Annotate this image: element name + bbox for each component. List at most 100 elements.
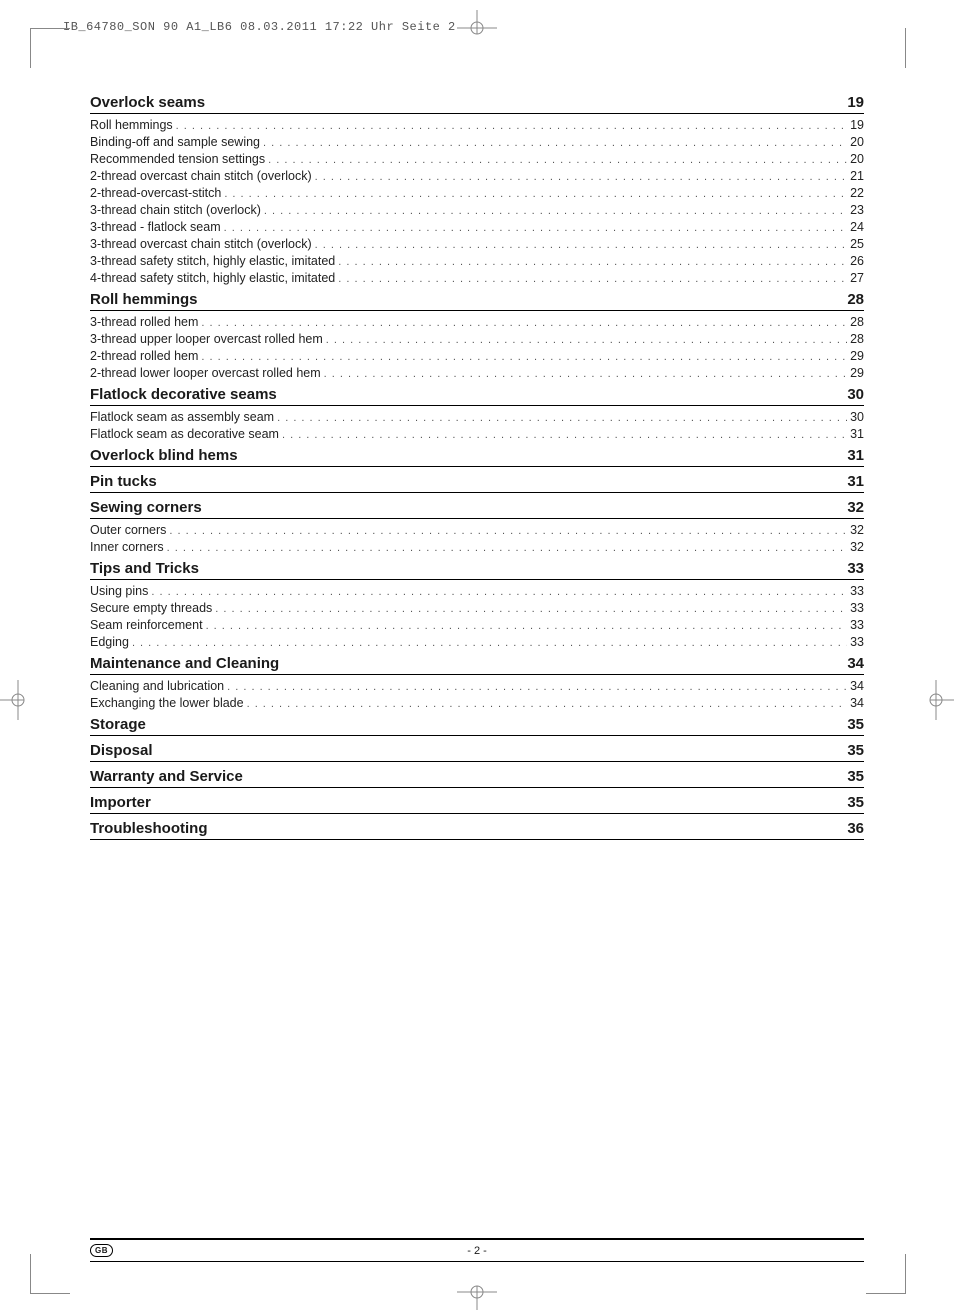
toc-section-heading: Troubleshooting36 xyxy=(90,820,864,840)
toc-entry-page: 30 xyxy=(850,410,864,424)
dot-leader xyxy=(268,152,847,166)
toc-entry-page: 21 xyxy=(850,169,864,183)
toc-entry-label: 4-thread safety stitch, highly elastic, … xyxy=(90,271,335,285)
toc-section: Flatlock decorative seams30Flatlock seam… xyxy=(90,386,864,441)
toc-section: Troubleshooting36 xyxy=(90,820,864,840)
toc-entry-label: Recommended tension settings xyxy=(90,152,265,166)
toc-section: Warranty and Service 35 xyxy=(90,768,864,788)
toc-section-page: 31 xyxy=(847,473,864,490)
toc-entry-page: 24 xyxy=(850,220,864,234)
page-number: - 2 - xyxy=(467,1245,487,1257)
toc-entry-page: 33 xyxy=(850,601,864,615)
toc-entry: 2-thread-overcast-stitch22 xyxy=(90,186,864,200)
toc-section-page: 35 xyxy=(847,716,864,733)
toc-entry-page: 20 xyxy=(850,135,864,149)
dot-leader xyxy=(224,186,847,200)
toc-entry: 3-thread safety stitch, highly elastic, … xyxy=(90,254,864,268)
toc-section-page: 36 xyxy=(847,820,864,837)
toc-entry: Using pins33 xyxy=(90,584,864,598)
dot-leader xyxy=(282,427,847,441)
page-header-meta: IB_64780_SON 90 A1_LB6 08.03.2011 17:22 … xyxy=(63,20,899,34)
toc-entry-label: 3-thread safety stitch, highly elastic, … xyxy=(90,254,335,268)
toc-section-title: Roll hemmings xyxy=(90,291,198,308)
toc-section-heading: Overlock blind hems31 xyxy=(90,447,864,467)
toc-entry: Flatlock seam as decorative seam 31 xyxy=(90,427,864,441)
language-badge: GB xyxy=(90,1244,113,1257)
toc-entry-page: 28 xyxy=(850,315,864,329)
toc-section-heading: Importer35 xyxy=(90,794,864,814)
toc-section-page: 34 xyxy=(847,655,864,672)
toc-section: Maintenance and Cleaning34Cleaning and l… xyxy=(90,655,864,710)
toc-entry-page: 34 xyxy=(850,696,864,710)
toc-entry: 2-thread overcast chain stitch (overlock… xyxy=(90,169,864,183)
toc-entry-label: Roll hemmings xyxy=(90,118,173,132)
toc-entry-label: 3-thread overcast chain stitch (overlock… xyxy=(90,237,312,251)
toc-entry-label: Binding-off and sample sewing xyxy=(90,135,260,149)
dot-leader xyxy=(169,523,847,537)
toc-section-title: Storage xyxy=(90,716,146,733)
toc-entry: Seam reinforcement33 xyxy=(90,618,864,632)
toc-entry-label: 3-thread upper looper overcast rolled he… xyxy=(90,332,323,346)
toc-entry-page: 20 xyxy=(850,152,864,166)
dot-leader xyxy=(151,584,847,598)
toc-entry-label: Secure empty threads xyxy=(90,601,212,615)
toc-entry: Edging33 xyxy=(90,635,864,649)
crop-mark-icon xyxy=(866,1254,906,1294)
toc-section-title: Overlock seams xyxy=(90,94,205,111)
toc-entry-label: Outer corners xyxy=(90,523,166,537)
toc-entry-label: Cleaning and lubrication xyxy=(90,679,224,693)
toc-entry-label: Inner corners xyxy=(90,540,164,554)
toc-entry-label: 2-thread rolled hem xyxy=(90,349,198,363)
dot-leader xyxy=(132,635,847,649)
toc-entry-label: Seam reinforcement xyxy=(90,618,203,632)
toc-section-title: Flatlock decorative seams xyxy=(90,386,277,403)
toc-entry-page: 31 xyxy=(850,427,864,441)
dot-leader xyxy=(263,135,847,149)
toc-entry: Outer corners 32 xyxy=(90,523,864,537)
toc-section-heading: Warranty and Service 35 xyxy=(90,768,864,788)
toc-section: Overlock seams19 Roll hemmings 19 Binding-o… xyxy=(90,94,864,285)
toc-entry: Secure empty threads 33 xyxy=(90,601,864,615)
dot-leader xyxy=(247,696,848,710)
dot-leader xyxy=(176,118,847,132)
toc-entry-page: 32 xyxy=(850,523,864,537)
toc-entry-label: Flatlock seam as decorative seam xyxy=(90,427,279,441)
dot-leader xyxy=(201,349,847,363)
toc-entry: Binding-off and sample sewing 20 xyxy=(90,135,864,149)
toc-entry: 3-thread - flatlock seam24 xyxy=(90,220,864,234)
toc-section-page: 33 xyxy=(847,560,864,577)
toc-entry-page: 19 xyxy=(850,118,864,132)
toc-section-page: 28 xyxy=(847,291,864,308)
toc-entry: Cleaning and lubrication34 xyxy=(90,679,864,693)
dot-leader xyxy=(206,618,848,632)
registration-mark-right-icon xyxy=(924,670,954,730)
toc-section-heading: Overlock seams19 xyxy=(90,94,864,114)
toc-section-page: 35 xyxy=(847,742,864,759)
toc-entry-label: 3-thread chain stitch (overlock) xyxy=(90,203,261,217)
dot-leader xyxy=(277,410,847,424)
toc-entry-page: 23 xyxy=(850,203,864,217)
toc-section: Pin tucks 31 xyxy=(90,473,864,493)
toc-entry-page: 28 xyxy=(850,332,864,346)
toc-entry: 4-thread safety stitch, highly elastic, … xyxy=(90,271,864,285)
toc-section-heading: Storage 35 xyxy=(90,716,864,736)
toc-entry: 3-thread upper looper overcast rolled he… xyxy=(90,332,864,346)
toc-entry: 2-thread lower looper overcast rolled he… xyxy=(90,366,864,380)
toc-section: Importer35 xyxy=(90,794,864,814)
toc-entry: Exchanging the lower blade34 xyxy=(90,696,864,710)
table-of-contents: Overlock seams19 Roll hemmings 19 Binding-o… xyxy=(90,94,864,840)
toc-entry-label: 2-thread lower looper overcast rolled he… xyxy=(90,366,321,380)
toc-entry-label: Flatlock seam as assembly seam xyxy=(90,410,274,424)
dot-leader xyxy=(264,203,847,217)
footer-rule xyxy=(90,1261,864,1262)
toc-section-title: Pin tucks xyxy=(90,473,157,490)
toc-section-page: 35 xyxy=(847,768,864,785)
toc-entry-label: Edging xyxy=(90,635,129,649)
toc-entry: Roll hemmings 19 xyxy=(90,118,864,132)
toc-section-heading: Flatlock decorative seams30 xyxy=(90,386,864,406)
dot-leader xyxy=(338,271,847,285)
toc-entry-label: Using pins xyxy=(90,584,148,598)
toc-section-title: Sewing corners xyxy=(90,499,202,516)
toc-section-title: Warranty and Service xyxy=(90,768,243,785)
dot-leader xyxy=(326,332,847,346)
